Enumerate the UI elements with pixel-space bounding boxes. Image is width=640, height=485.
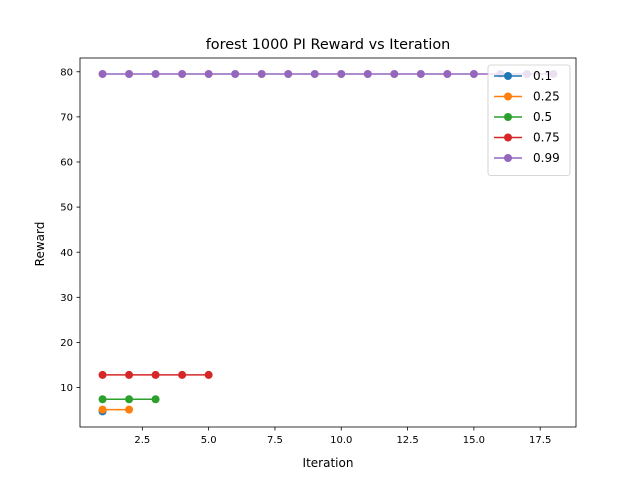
legend-marker — [504, 113, 512, 121]
legend-marker — [504, 133, 512, 142]
x-tick-label: 17.5 — [529, 435, 551, 446]
chart-title: forest 1000 PI Reward vs Iteration — [206, 37, 451, 53]
y-tick-label: 80 — [60, 67, 73, 78]
data-point — [257, 70, 266, 79]
data-point — [125, 70, 134, 79]
x-tick-label: 5.0 — [201, 435, 217, 446]
data-point — [204, 70, 213, 79]
data-point — [416, 70, 425, 79]
data-point — [231, 70, 240, 79]
data-point — [178, 370, 187, 379]
data-point — [204, 370, 213, 379]
data-point — [151, 70, 160, 79]
series-0.75 — [98, 370, 213, 379]
x-tick-label: 12.5 — [396, 435, 418, 446]
series-0.5 — [98, 395, 160, 404]
legend-label: 0.1 — [533, 69, 552, 83]
x-axis-label: Iteration — [303, 456, 354, 470]
data-point — [284, 70, 293, 79]
series-0.25 — [98, 405, 134, 414]
y-axis-label: Reward — [33, 222, 47, 267]
legend: 0.1 0.25 0.5 0.75 0.99 — [487, 64, 571, 176]
data-point — [98, 370, 107, 379]
plot-area: 2.5 5.0 7.5 10.0 12.5 15.0 17.5 10 20 30 40 50 60 70 8… — [60, 57, 577, 446]
data-point — [337, 70, 346, 79]
y-tick-label: 50 — [60, 203, 73, 214]
data-point — [178, 70, 187, 79]
data-point — [125, 370, 134, 379]
axes-frame — [79, 57, 577, 428]
y-tick-label: 40 — [60, 248, 73, 259]
y-tick-label: 10 — [60, 383, 73, 394]
y-tick-label: 20 — [60, 338, 73, 349]
legend-marker — [504, 72, 512, 80]
data-point — [98, 395, 107, 404]
legend-label: 0.99 — [533, 151, 560, 165]
data-point — [443, 70, 452, 79]
legend-label: 0.75 — [533, 131, 560, 145]
data-point — [469, 70, 478, 79]
data-point — [98, 70, 107, 79]
x-tick-label: 10.0 — [330, 435, 352, 446]
legend-label: 0.5 — [533, 110, 552, 124]
x-tick-label: 2.5 — [134, 435, 150, 446]
data-point — [390, 70, 399, 79]
y-tick-label: 60 — [60, 158, 73, 169]
data-point — [363, 70, 372, 79]
y-tick-label: 30 — [60, 293, 73, 304]
data-point — [125, 405, 134, 414]
data-point — [310, 70, 319, 79]
data-point — [98, 405, 107, 414]
x-tick-label: 15.0 — [463, 435, 485, 446]
data-point — [125, 395, 134, 404]
x-tick-label: 7.5 — [267, 435, 283, 446]
data-point — [151, 395, 160, 404]
legend-marker — [504, 92, 512, 101]
data-point — [151, 370, 160, 379]
y-tick-label: 70 — [60, 112, 73, 123]
legend-label: 0.25 — [533, 90, 560, 104]
legend-marker — [504, 154, 512, 162]
